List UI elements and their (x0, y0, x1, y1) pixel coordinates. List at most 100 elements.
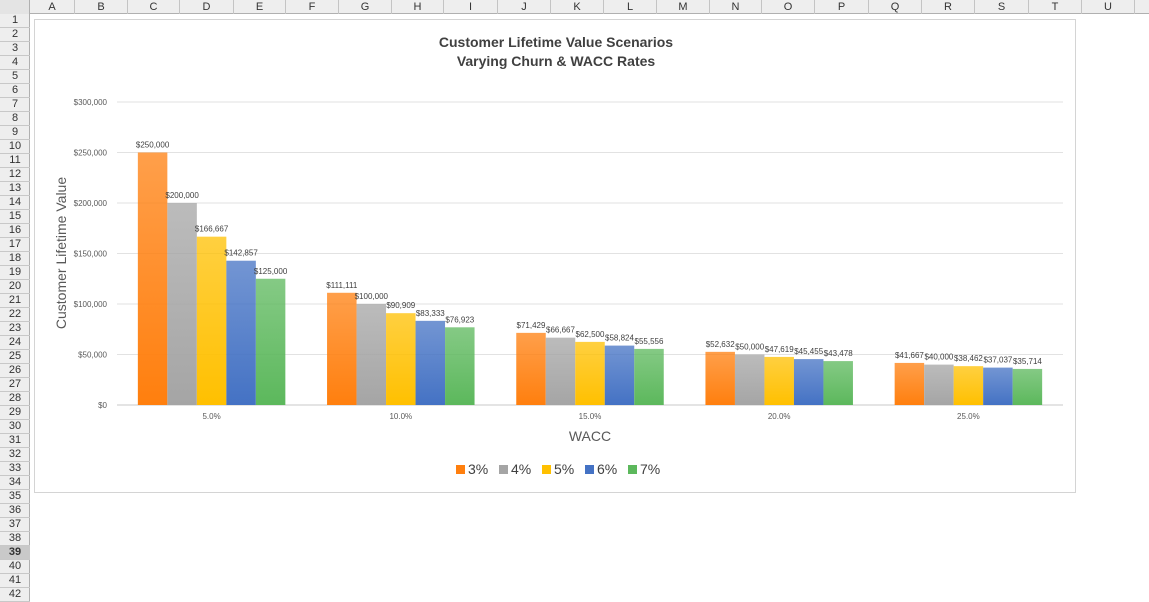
data-label: $47,619 (765, 345, 794, 354)
row-header-1[interactable]: 1 (0, 14, 30, 28)
column-header-j[interactable]: J (498, 0, 551, 14)
row-header-14[interactable]: 14 (0, 196, 30, 210)
row-header-11[interactable]: 11 (0, 154, 30, 168)
bar-6pct-20.0pct (793, 359, 824, 405)
row-header-18[interactable]: 18 (0, 252, 30, 266)
bar-5pct-25.0pct (953, 366, 984, 405)
row-header-2[interactable]: 2 (0, 28, 30, 42)
y-tick-label: $150,000 (74, 250, 108, 259)
row-header-22[interactable]: 22 (0, 308, 30, 322)
row-header-26[interactable]: 26 (0, 364, 30, 378)
column-header-k[interactable]: K (551, 0, 604, 14)
row-header-25[interactable]: 25 (0, 350, 30, 364)
row-header-30[interactable]: 30 (0, 420, 30, 434)
bar-3pct-25.0pct (894, 362, 925, 405)
row-header-17[interactable]: 17 (0, 238, 30, 252)
column-header-u[interactable]: U (1082, 0, 1135, 14)
bar-7pct-25.0pct (1012, 368, 1043, 405)
legend-label-6pct: 6% (597, 461, 617, 477)
row-header-6[interactable]: 6 (0, 84, 30, 98)
row-header-13[interactable]: 13 (0, 182, 30, 196)
legend-label-7pct: 7% (640, 461, 660, 477)
column-header-d[interactable]: D (180, 0, 234, 14)
row-header-4[interactable]: 4 (0, 56, 30, 70)
column-header-e[interactable]: E (234, 0, 286, 14)
row-header-32[interactable]: 32 (0, 448, 30, 462)
data-label: $83,333 (416, 309, 445, 318)
legend-swatch-7pct (628, 465, 637, 474)
row-header-16[interactable]: 16 (0, 224, 30, 238)
row-header-28[interactable]: 28 (0, 392, 30, 406)
bar-7pct-15.0pct (634, 348, 664, 405)
column-header-t[interactable]: T (1029, 0, 1082, 14)
select-all-corner[interactable] (0, 0, 30, 14)
column-header-p[interactable]: P (815, 0, 869, 14)
row-header-10[interactable]: 10 (0, 140, 30, 154)
data-label: $45,455 (794, 347, 823, 356)
data-label: $90,909 (386, 301, 415, 310)
column-header-r[interactable]: R (922, 0, 975, 14)
column-header-c[interactable]: C (128, 0, 180, 14)
column-header-m[interactable]: M (657, 0, 710, 14)
bar-4pct-25.0pct (924, 364, 954, 405)
legend-label-5pct: 5% (554, 461, 574, 477)
column-header-h[interactable]: H (392, 0, 444, 14)
row-header-27[interactable]: 27 (0, 378, 30, 392)
bar-6pct-25.0pct (983, 367, 1013, 405)
row-header-29[interactable]: 29 (0, 406, 30, 420)
y-tick-label: $100,000 (74, 300, 108, 309)
column-header-s[interactable]: S (975, 0, 1029, 14)
bar-6pct-5.0pct (226, 260, 256, 405)
data-label: $111,111 (326, 281, 358, 290)
row-header-15[interactable]: 15 (0, 210, 30, 224)
data-label: $37,037 (983, 356, 1012, 365)
x-tick-label: 5.0% (202, 412, 220, 421)
row-header-20[interactable]: 20 (0, 280, 30, 294)
row-header-37[interactable]: 37 (0, 518, 30, 532)
y-tick-label: $300,000 (74, 98, 108, 107)
row-header-24[interactable]: 24 (0, 336, 30, 350)
bar-5pct-20.0pct (764, 356, 794, 405)
column-header-b[interactable]: B (75, 0, 128, 14)
column-header-q[interactable]: Q (869, 0, 922, 14)
column-header-f[interactable]: F (286, 0, 339, 14)
data-label: $250,000 (136, 141, 170, 150)
column-header-g[interactable]: G (339, 0, 392, 14)
row-header-33[interactable]: 33 (0, 462, 30, 476)
column-header-i[interactable]: I (444, 0, 498, 14)
row-header-39[interactable]: 39 (0, 546, 30, 560)
bar-5pct-5.0pct (196, 236, 227, 405)
row-header-35[interactable]: 35 (0, 490, 30, 504)
row-header-41[interactable]: 41 (0, 574, 30, 588)
bar-6pct-10.0pct (415, 320, 446, 405)
row-header-23[interactable]: 23 (0, 322, 30, 336)
bar-3pct-10.0pct (327, 292, 357, 405)
row-header-3[interactable]: 3 (0, 42, 30, 56)
data-label: $200,000 (165, 191, 199, 200)
row-header-19[interactable]: 19 (0, 266, 30, 280)
bar-3pct-15.0pct (516, 332, 546, 405)
column-header-l[interactable]: L (604, 0, 657, 14)
row-header-8[interactable]: 8 (0, 112, 30, 126)
data-label: $125,000 (254, 267, 288, 276)
column-header-o[interactable]: O (762, 0, 815, 14)
row-header-5[interactable]: 5 (0, 70, 30, 84)
row-header-7[interactable]: 7 (0, 98, 30, 112)
row-header-40[interactable]: 40 (0, 560, 30, 574)
y-tick-label: $0 (98, 401, 107, 410)
data-label: $40,000 (924, 353, 953, 362)
row-header-bar: 1 2 3 4 5 6 7 8 9 10 11 12 13 14 15 16 17 18 19 20 21 22 23 24 2… (0, 14, 30, 602)
row-header-42[interactable]: 42 (0, 588, 30, 602)
chart-container[interactable]: $0 $50,000 $100,000 $150,000 $200,000 $250,00… (34, 19, 1076, 493)
row-header-31[interactable]: 31 (0, 434, 30, 448)
row-header-9[interactable]: 9 (0, 126, 30, 140)
row-header-12[interactable]: 12 (0, 168, 30, 182)
row-header-36[interactable]: 36 (0, 504, 30, 518)
row-header-38[interactable]: 38 (0, 532, 30, 546)
chart-title: Customer Lifetime Value Scenarios (439, 34, 673, 50)
row-header-34[interactable]: 34 (0, 476, 30, 490)
data-label: $38,462 (954, 354, 983, 363)
column-header-n[interactable]: N (710, 0, 762, 14)
column-header-a[interactable]: A (30, 0, 75, 14)
row-header-21[interactable]: 21 (0, 294, 30, 308)
